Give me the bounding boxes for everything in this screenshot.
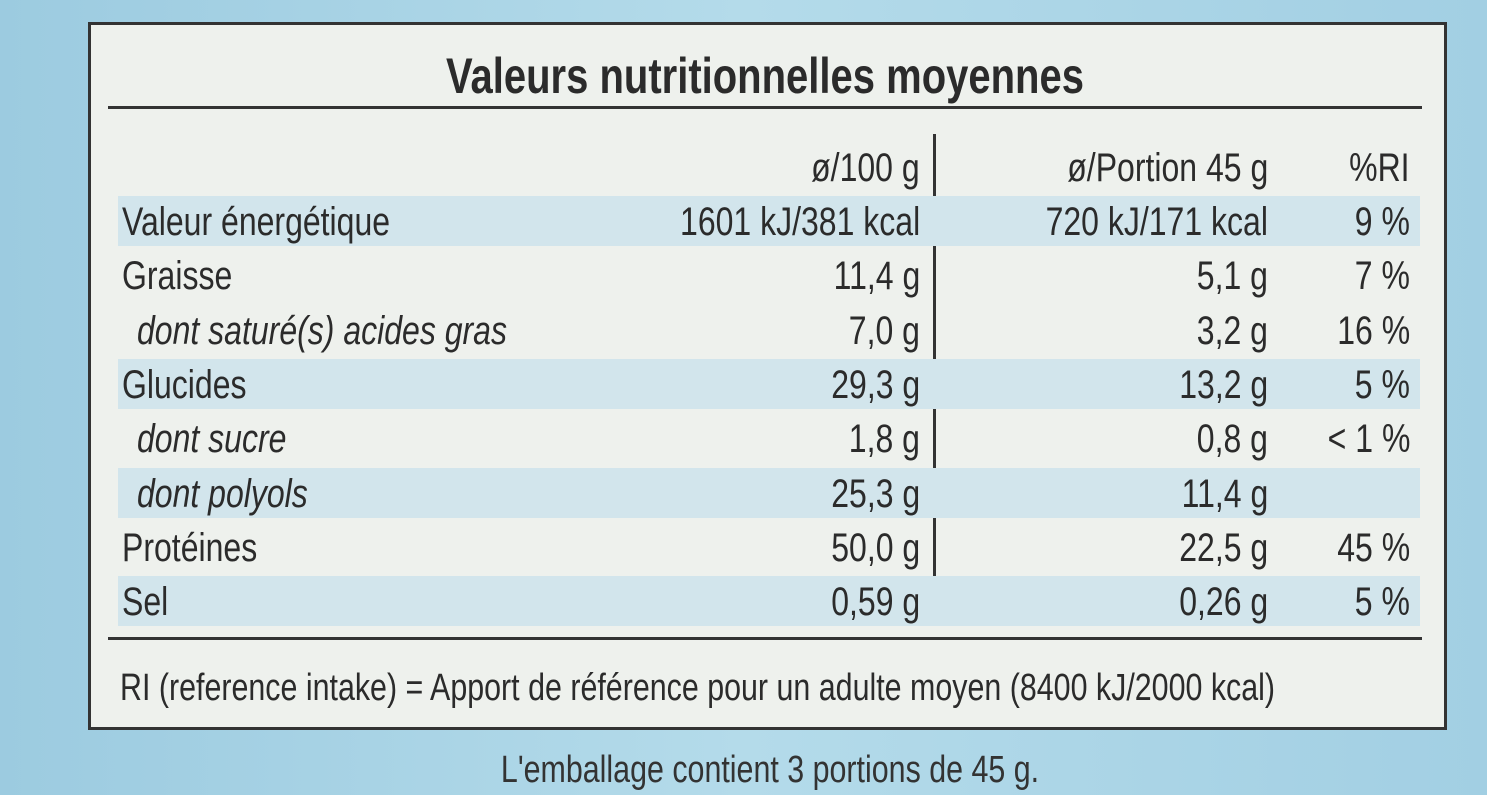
rule [108, 637, 1422, 640]
column-header: ø/100 g [811, 146, 920, 190]
cell: < 1 % [1327, 417, 1410, 462]
title: Valeurs nutritionnelles moyennes [446, 48, 1084, 104]
row-label: dont polyols [137, 471, 308, 516]
cell: 45 % [1337, 525, 1410, 570]
cell: 7,0 g [848, 308, 920, 353]
cell: 0,59 g [831, 580, 920, 625]
cell: 29,3 g [831, 362, 920, 407]
package-note: L'emballage contient 3 portions de 45 g. [500, 749, 1040, 791]
column-header: ø/Portion 45 g [1067, 146, 1268, 190]
cell: 25,3 g [831, 471, 920, 516]
row-stripe [118, 576, 1420, 627]
row-label: Sel [122, 580, 169, 625]
cell: 5 % [1354, 580, 1410, 625]
footnote: RI (reference intake) = Apport de référe… [120, 667, 1276, 709]
cell: 11,4 g [833, 254, 920, 299]
row-label: dont saturé(s) acides gras [137, 308, 507, 353]
row-label: Graisse [122, 254, 233, 299]
rule [108, 106, 1422, 109]
cell: 1601 kJ/381 kcal [679, 200, 920, 244]
row-label: dont sucre [137, 417, 287, 462]
cell: 0,26 g [1179, 580, 1268, 625]
cell: 0,8 g [1196, 417, 1268, 462]
row-label: Valeur énergétique [122, 200, 391, 244]
cell: 9 % [1354, 200, 1410, 244]
cell: 1,8 g [848, 417, 920, 462]
cell: 7 % [1354, 254, 1410, 299]
cell: 13,2 g [1179, 362, 1268, 407]
cell: 50,0 g [831, 525, 920, 570]
row-label: Protéines [122, 525, 258, 570]
cell: 22,5 g [1179, 525, 1268, 570]
column-header: %RI [1349, 146, 1410, 190]
cell: 5 % [1354, 362, 1410, 407]
row-stripe [118, 196, 1420, 246]
row-stripe [118, 358, 1420, 409]
cell: 11,4 g [1181, 471, 1268, 516]
row-label: Glucides [122, 362, 247, 407]
cell: 3,2 g [1196, 308, 1268, 353]
cell: 720 kJ/171 kcal [1045, 200, 1268, 244]
cell: 5,1 g [1196, 254, 1268, 299]
row-stripe [118, 467, 1420, 518]
cell: 16 % [1337, 308, 1410, 353]
